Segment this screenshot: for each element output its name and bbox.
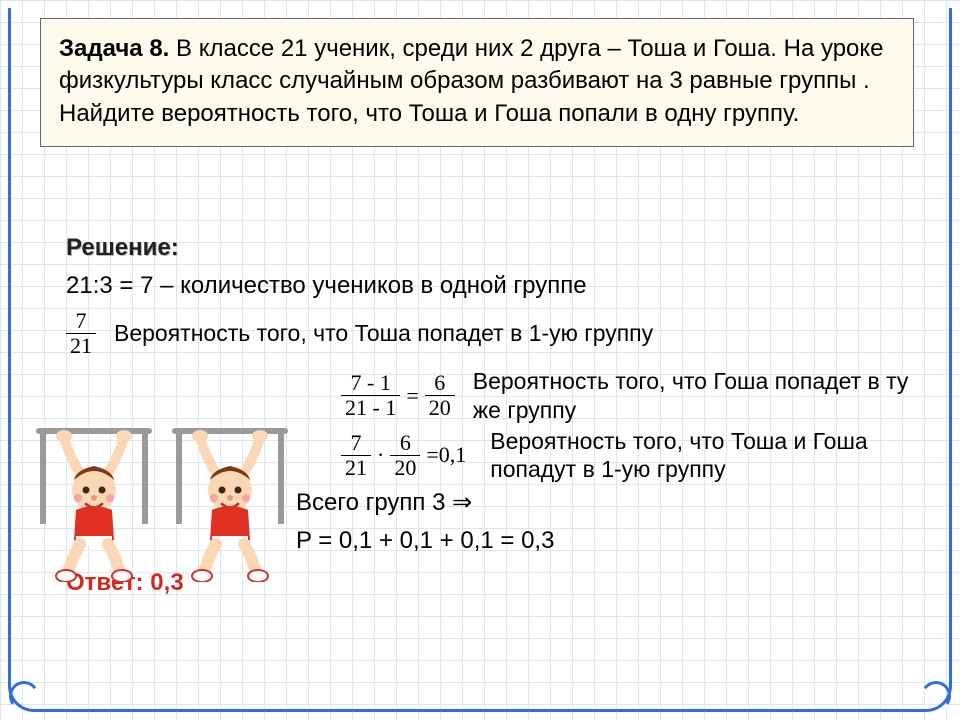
fraction-7-21: 7 21: [66, 310, 96, 357]
step-1: 21:3 = 7 – количество учеников в одной г…: [66, 272, 920, 300]
frac2b-num: 6: [430, 372, 449, 395]
probability-line: P = 0,1 + 0,1 + 0,1 = 0,3: [296, 527, 920, 555]
problem-box: Задача 8. В классе 21 ученик, среди них …: [40, 18, 914, 147]
frac2b-den: 20: [425, 395, 455, 419]
gymnast-1: [34, 418, 154, 582]
step-3-text: Вероятность того, что Гоша попадет в ту …: [473, 367, 920, 425]
frac3a-num: 7: [347, 432, 366, 455]
dot-op: ·: [371, 442, 390, 468]
fraction-reduce: 7 - 1 21 - 1 = 6 20: [341, 372, 455, 419]
step-3-row: 7 - 1 21 - 1 = 6 20 Вероятность того, чт…: [341, 367, 920, 425]
solution-header: Решение:: [66, 234, 920, 262]
equals-1: =: [400, 383, 424, 409]
product-result: =0,1: [420, 442, 472, 468]
frac1-den: 21: [66, 333, 96, 357]
step-4-row: 7 21 · 6 20 =0,1 Вероятность того, что Т…: [341, 427, 920, 485]
frac2a-num: 7 - 1: [347, 372, 395, 395]
step-2-text: Вероятность того, что Тоша попадет в 1-у…: [114, 319, 920, 348]
gymnast-2: [170, 418, 290, 582]
gymnast-illustration: [34, 418, 290, 582]
problem-body: В классе 21 ученик, среди них 2 друга – …: [59, 35, 884, 127]
frac3b-num: 6: [396, 432, 415, 455]
frac1-num: 7: [72, 310, 91, 333]
fraction-product: 7 21 · 6 20 =0,1: [341, 432, 472, 479]
frac3a-den: 21: [341, 455, 371, 479]
groups-line: Всего групп 3 ⇒: [296, 488, 920, 517]
problem-title: Задача 8.: [59, 35, 169, 62]
step-4-text: Вероятность того, что Тоша и Гоша попаду…: [490, 427, 920, 485]
frac2a-den: 21 - 1: [341, 395, 400, 419]
frac3b-den: 20: [390, 455, 420, 479]
step-2-row: 7 21 Вероятность того, что Тоша попадет …: [66, 310, 920, 357]
